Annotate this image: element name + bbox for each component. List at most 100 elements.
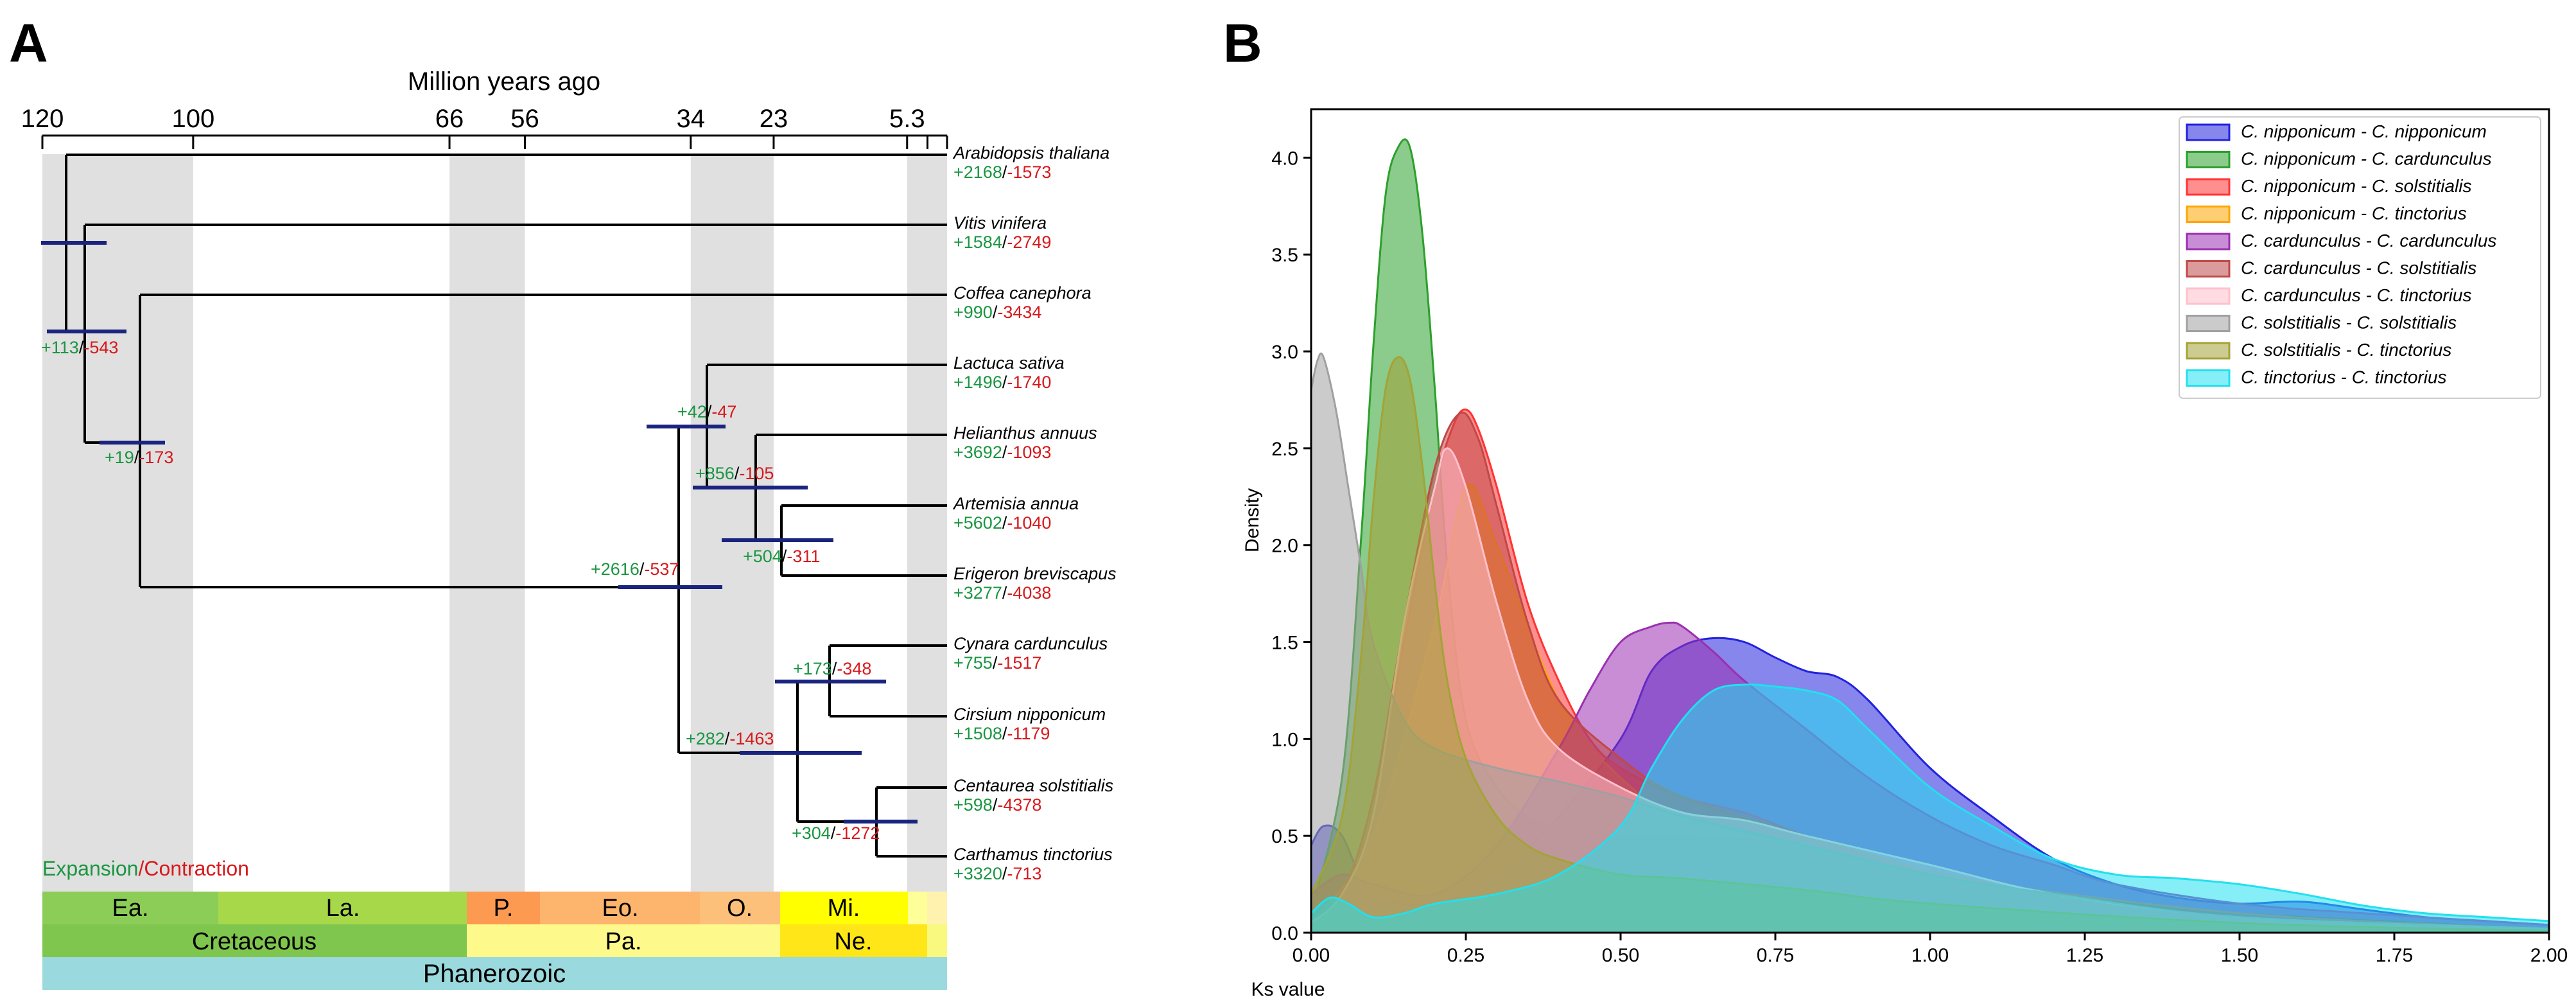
legend-swatch (2186, 178, 2231, 196)
shaded-band (449, 154, 525, 892)
shaded-band (42, 154, 193, 892)
y-tick-label: 3.5 (1271, 245, 1298, 266)
shaded-band (907, 154, 928, 892)
time-tick-label: 66 (435, 105, 464, 133)
legend-item: C. nipponicum - C. cardunculus (2186, 149, 2492, 169)
legend-label: C. solstitialis - C. solstitialis (2241, 313, 2457, 333)
species-counts: +3277/-4038 (953, 583, 1051, 603)
y-tick-label: 1.5 (1271, 633, 1298, 654)
epoch-eocene (540, 892, 700, 924)
species-counts: +2168/-1573 (953, 163, 1051, 182)
legend-item: C. cardunculus - C. tinctorius (2186, 285, 2471, 305)
legend-label: C. cardunculus - C. cardunculus (2241, 231, 2496, 251)
period-label: Cretaceous (192, 928, 317, 955)
x-tick-label: 1.00 (1911, 945, 1949, 966)
legend-label: C. solstitialis - C. tinctorius (2241, 340, 2451, 360)
node-label: +42/-47 (677, 402, 736, 421)
species-name: Lactuca sativa (953, 353, 1065, 373)
node-label: +173/-348 (793, 659, 871, 678)
tip-label: Arabidopsis thaliana +2168/-1573 (952, 143, 1110, 182)
legend-item: C. solstitialis - C. tinctorius (2186, 340, 2451, 360)
species-name: Erigeron breviscapus (953, 564, 1117, 583)
species-name: Helianthus annuus (953, 423, 1097, 443)
period-label: Pa. (605, 928, 641, 955)
x-tick-label: 0.00 (1292, 945, 1330, 966)
legend-item: C. tinctorius - C. tinctorius (2186, 367, 2447, 387)
species-name: Cirsium nipponicum (953, 705, 1106, 724)
x-tick-label: 2.00 (2530, 945, 2568, 966)
epoch-late-cretaceous (218, 892, 467, 924)
species-name: Carthamus tinctorius (953, 845, 1113, 864)
density-area (1311, 684, 2549, 933)
epoch-label: O. (727, 895, 753, 922)
legend-label: C. cardunculus - C. tinctorius (2241, 285, 2471, 305)
legend-swatch (2186, 123, 2231, 141)
species-name: Cynara cardunculus (953, 634, 1108, 653)
y-tick-label: 0.5 (1271, 826, 1298, 847)
node-label: +282/-1463 (686, 729, 774, 748)
tip-label: Cirsium nipponicum +1508/-1179 (953, 705, 1106, 743)
tip-label: Lactuca sativa +1496/-1740 (953, 353, 1065, 392)
y-axis-label: Density (1242, 488, 1263, 552)
tip-label: Vitis vinifera +1584/-2749 (953, 213, 1051, 252)
legend: C. nipponicum - C. nipponicum C. nipponic… (2179, 116, 2541, 399)
y-tick-label: 4.0 (1271, 148, 1298, 169)
legend-swatch (2186, 206, 2231, 223)
x-tick-label: 0.75 (1757, 945, 1794, 966)
legend-swatch (2186, 260, 2231, 277)
panel-b: B 0.00 0.25 0.50 0.75 1.00 1.25 1.50 1.75 2.00 0… (1223, 13, 2568, 1000)
legend-box (2179, 116, 2541, 399)
x-axis-label: Ks value (1251, 979, 1325, 1000)
x-tick-label: 0.25 (1447, 945, 1484, 966)
legend-item: C. solstitialis - C. solstitialis (2186, 313, 2457, 333)
species-counts: +990/-3434 (953, 303, 1041, 322)
legend-label: C. nipponicum - C. solstitialis (2241, 176, 2471, 196)
epoch-oligocene (700, 892, 780, 924)
eon-phanerozoic (42, 957, 947, 990)
x-tick-label: 1.75 (2376, 945, 2413, 966)
time-tick-label: 100 (171, 105, 214, 133)
expansion-contraction-legend: Expansion/Contraction (42, 857, 249, 880)
legend-label: C. nipponicum - C. cardunculus (2241, 149, 2492, 169)
species-counts: +3320/-713 (953, 864, 1041, 883)
species-name: Artemisia annua (952, 494, 1079, 513)
time-tick-label: 56 (510, 105, 539, 133)
tip-label: Carthamus tinctorius +3320/-713 (953, 845, 1113, 883)
tip-label: Helianthus annuus +3692/-1093 (953, 423, 1097, 462)
panel-a: A Million years ago 120 100 66 56 34 23 5.3 (9, 13, 1117, 990)
legend-swatch (2186, 369, 2231, 387)
time-tick-label: 5.3 (889, 105, 925, 133)
epoch-label: Mi. (828, 895, 860, 922)
shaded-band (690, 154, 774, 892)
y-tick-label: 0.0 (1271, 923, 1298, 944)
tip-label: Cynara cardunculus +755/-1517 (953, 634, 1108, 673)
species-counts: +755/-1517 (953, 653, 1041, 673)
legend-swatch (2186, 315, 2231, 332)
legend-label: C. tinctorius - C. tinctorius (2241, 367, 2447, 387)
period-paleogene (467, 924, 780, 957)
x-tick-label: 1.50 (2221, 945, 2258, 966)
epoch-label: Eo. (602, 895, 638, 922)
tip-labels: Arabidopsis thaliana +2168/-1573 Vitis v… (952, 143, 1117, 883)
density-curves (1311, 138, 2549, 933)
node-label: +504/-311 (743, 547, 820, 566)
species-counts: +1584/-2749 (953, 233, 1051, 252)
legend-label: C. nipponicum - C. nipponicum (2241, 121, 2487, 141)
period-row: Cretaceous Pa. Ne. (42, 924, 947, 957)
shaded-band (927, 154, 947, 892)
tip-label: Coffea canephora +990/-3434 (953, 283, 1092, 322)
geologic-timescale: Ea. La. P. Eo. O. Mi. Cretaceous Pa. Ne.… (42, 892, 947, 990)
period-label: Ne. (834, 928, 872, 955)
density-area (1311, 357, 2549, 933)
tip-label: Artemisia annua +5602/-1040 (952, 494, 1079, 533)
species-name: Centaurea solstitialis (953, 776, 1113, 795)
species-name: Arabidopsis thaliana (952, 143, 1110, 163)
node-labels: +113/-543 +19/-173 +2616/-537 +42/-47 +8… (41, 338, 880, 843)
x-axis: 0.00 0.25 0.50 0.75 1.00 1.25 1.50 1.75 2.00 (1292, 933, 2568, 966)
legend-swatch (2186, 342, 2231, 360)
epoch-early-cretaceous (42, 892, 218, 924)
legend-label: C. cardunculus - C. solstitialis (2241, 258, 2476, 278)
x-tick-label: 0.50 (1602, 945, 1639, 966)
legend-label: C. nipponicum - C. tinctorius (2241, 204, 2467, 224)
